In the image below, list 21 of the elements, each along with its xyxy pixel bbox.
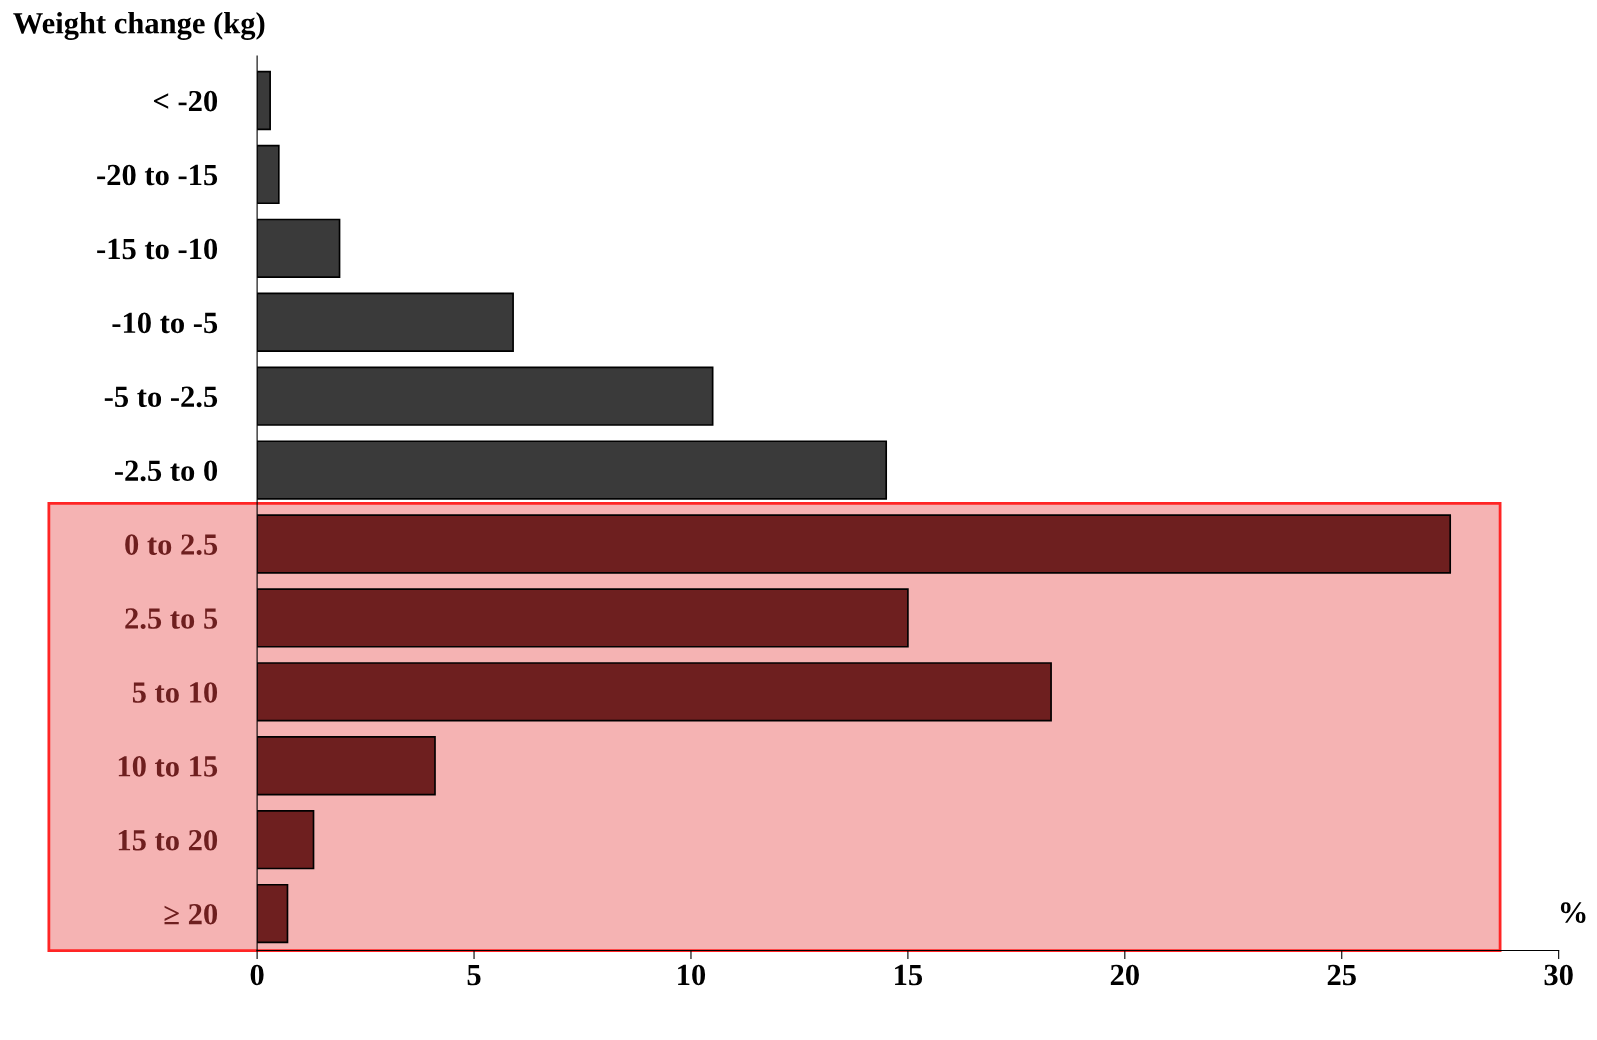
x-tick-label: 10 [678,964,706,986]
y-tick-label: -2.5 to 0 [114,460,218,482]
y-tick-label: < -20 [153,90,218,112]
x-tick-label: 30 [1544,964,1573,986]
x-axis-title: % [1560,902,1586,923]
y-tick-label: 2.5 to 5 [125,608,218,629]
y-tick-label: -15 to -10 [97,238,218,260]
y-tick-label: 15 to 20 [118,829,218,851]
x-tick-label: 5 [467,964,481,986]
y-tick-label: 10 to 15 [118,756,218,777]
y-tick-label: -5 to -2.5 [104,386,218,408]
y-tick-label: -20 to -15 [97,164,218,186]
y-tick-label: -10 to -5 [112,312,218,334]
x-tick-label: 15 [895,964,923,986]
x-tick-label: 25 [1327,964,1356,986]
x-tick-label: 0 [250,964,264,986]
y-tick-label: 0 to 2.5 [125,534,218,556]
y-tick-label: ≥ 20 [164,903,218,925]
y-tick-label: 5 to 10 [132,682,218,703]
y-axis-title: Weight change (kg) [13,12,265,40]
x-tick-label: 20 [1110,964,1139,986]
